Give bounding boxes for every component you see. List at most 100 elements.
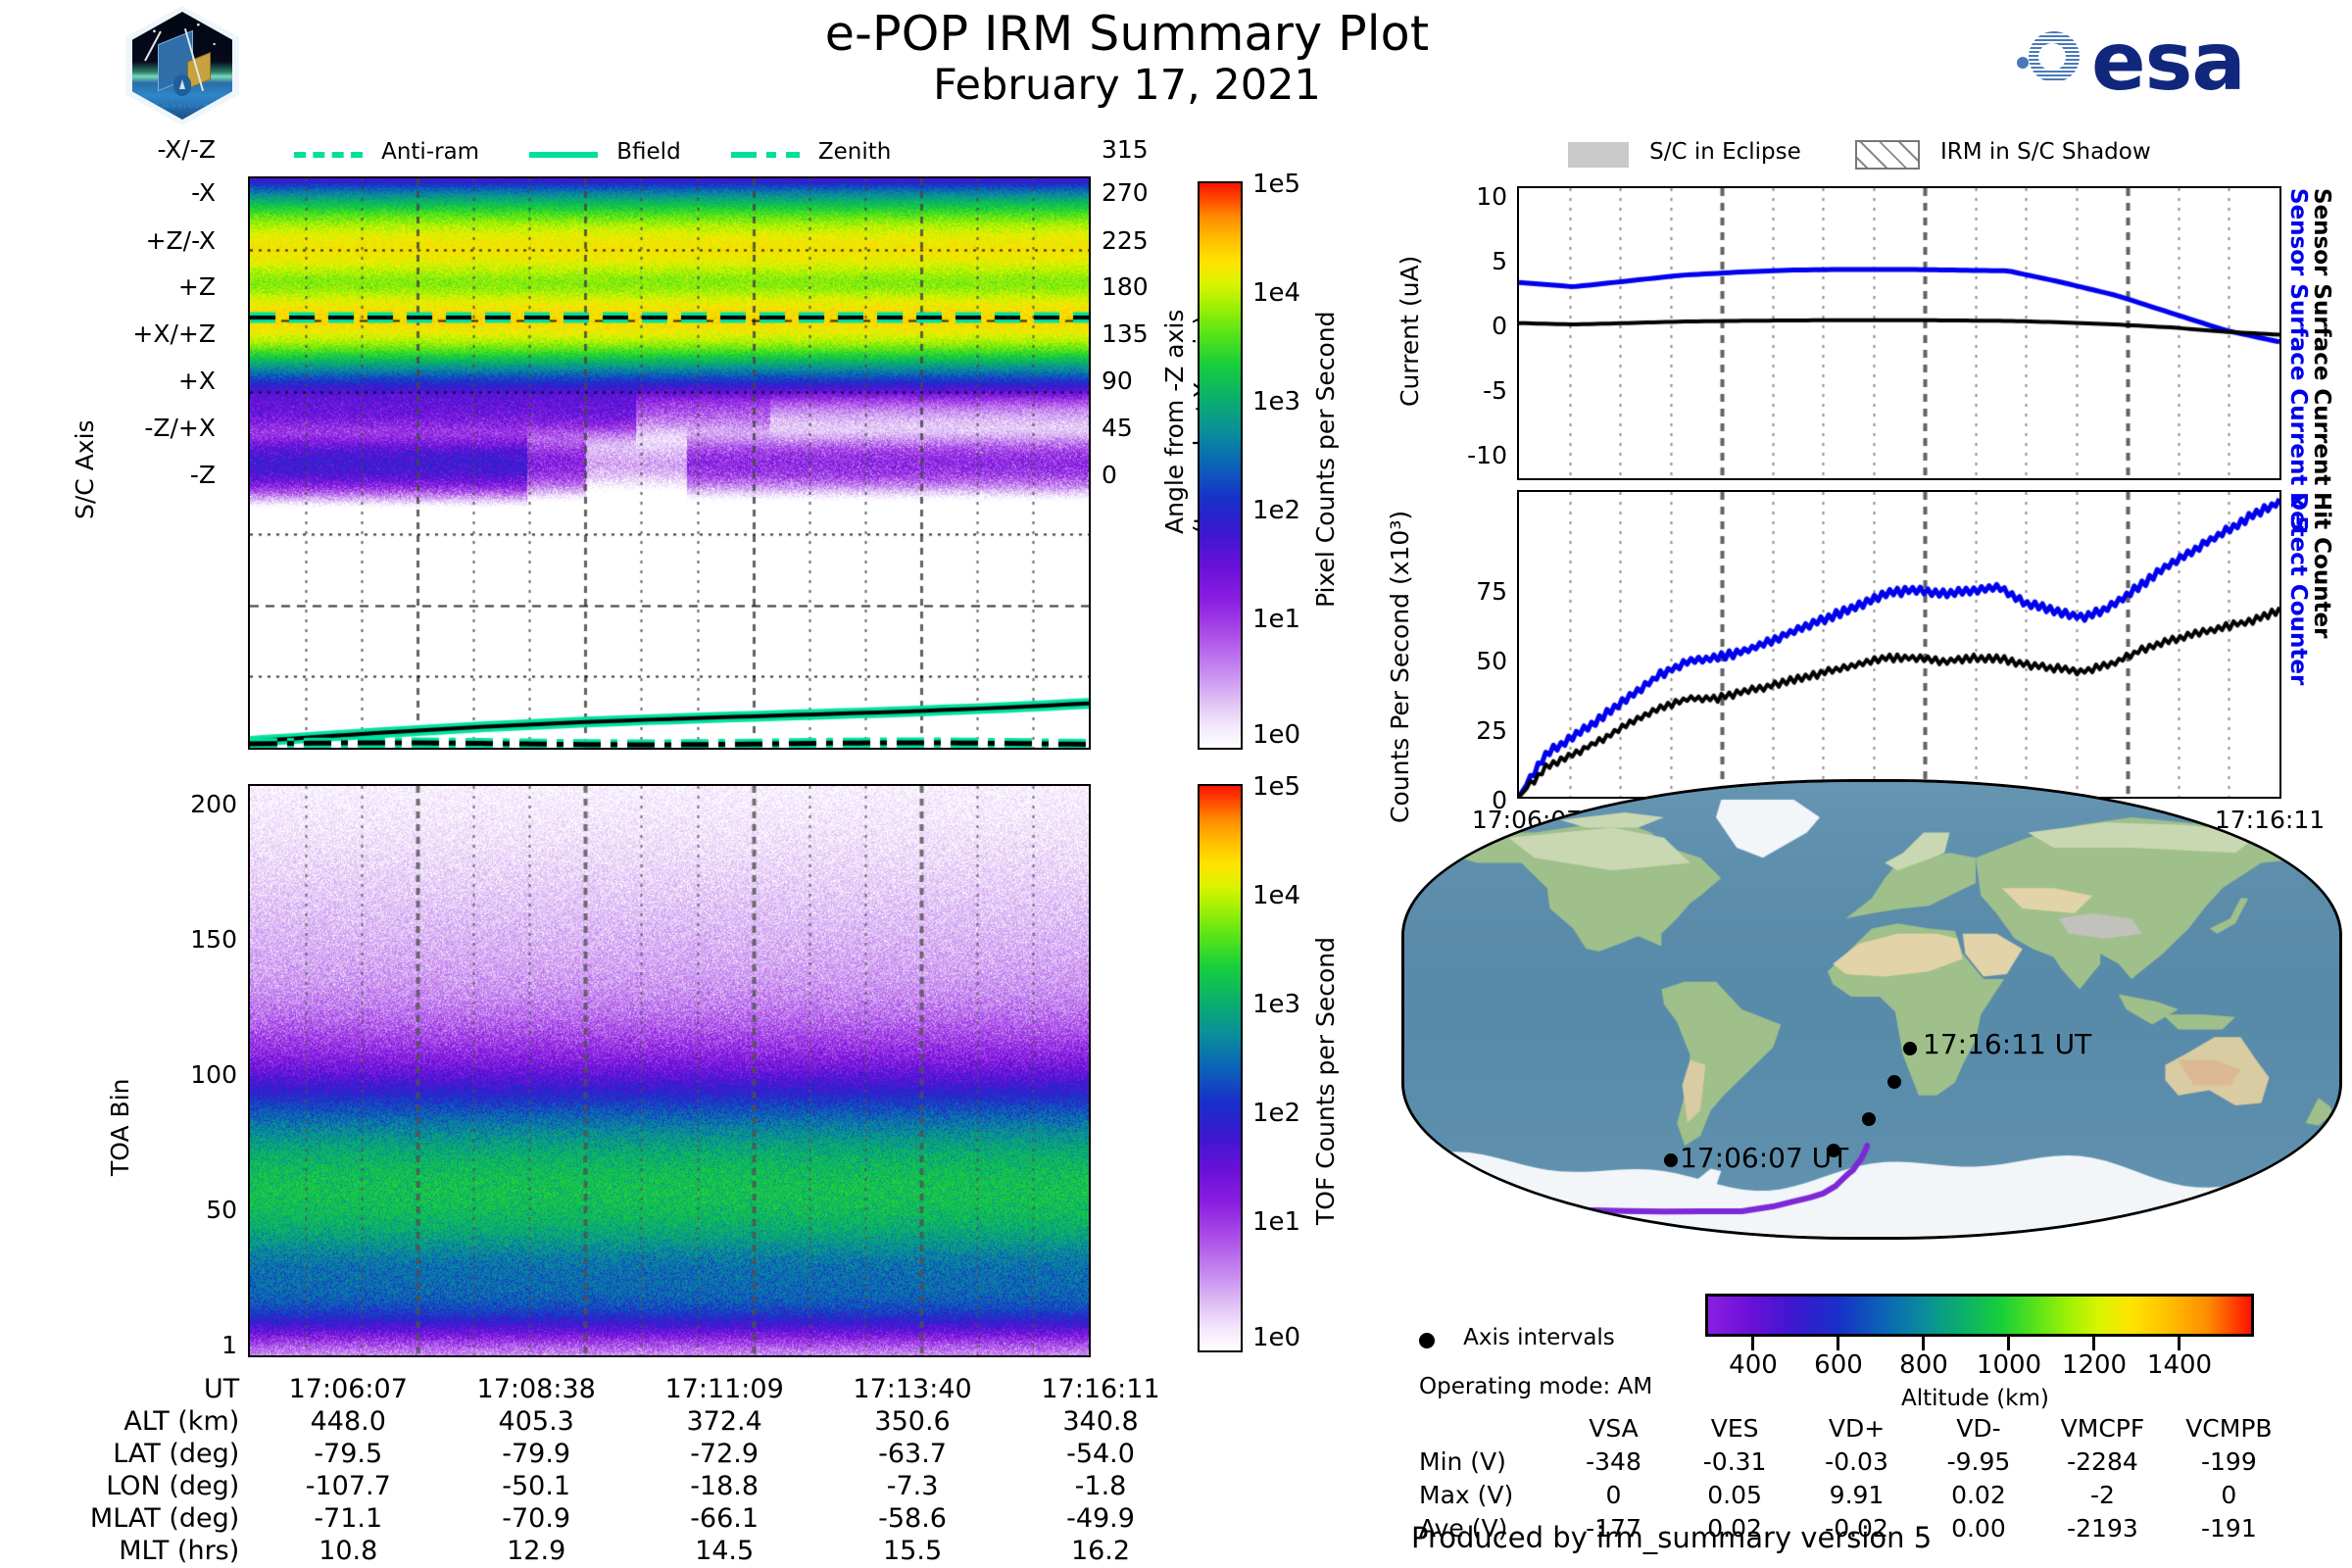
legend-label-anti-ram: Anti-ram <box>381 139 480 165</box>
sc-eclipse-swatch-icon <box>1568 141 1629 168</box>
ephemeris-cell: 372.4 <box>686 1406 762 1437</box>
table-header-row: VSA VES VD+ VD- VMCPF VCMPB <box>1413 1413 2291 1445</box>
orbit-ground-track-map[interactable]: 17:06:07 UT 17:16:11 UT <box>1401 779 2342 1240</box>
ephemeris-cell: -63.7 <box>878 1439 947 1469</box>
ephemeris-cell: 17:11:09 <box>664 1374 784 1404</box>
counts-right-label-blue: Detect Counter <box>2285 492 2311 686</box>
ephemeris-row-label: UT <box>204 1374 240 1404</box>
counts-panel-ylabel: Counts Per Second (x10³) <box>1386 510 1414 823</box>
track-point-3 <box>1862 1112 1876 1126</box>
track-point-start <box>1664 1153 1678 1167</box>
toa-panel-ylabel: TOA Bin <box>106 1078 134 1177</box>
ephemeris-row-label: ALT (km) <box>123 1406 240 1437</box>
current-plot[interactable] <box>1517 186 2281 480</box>
operating-mode-label: Operating mode: AM <box>1419 1374 1653 1399</box>
ephemeris-cell: 340.8 <box>1062 1406 1139 1437</box>
table-row: MLAT (deg) -71.1 -70.9 -66.1 -58.6 -49.9 <box>41 1503 1194 1534</box>
ephemeris-cell: 17:06:07 <box>288 1374 408 1404</box>
ephemeris-cell: 12.9 <box>507 1536 566 1566</box>
anti-ram-line-icon <box>294 151 363 158</box>
current-right-label-blue: Sensor Surface Current x 5 <box>2285 188 2311 532</box>
voltage-column-header: VD+ <box>1828 1414 1886 1443</box>
ephemeris-cell: -49.9 <box>1066 1503 1135 1534</box>
bfield-line-icon <box>529 151 599 158</box>
ephemeris-cell: 350.6 <box>874 1406 951 1437</box>
ephemeris-cell: -50.1 <box>502 1471 571 1501</box>
voltage-cell: -2284 <box>2067 1447 2138 1476</box>
voltage-row-label: Max (V) <box>1419 1481 1514 1509</box>
legend-label-sc-eclipse: S/C in Eclipse <box>1649 139 1801 165</box>
voltage-cell: -348 <box>1586 1447 1642 1476</box>
axes-legend: Anti-ram Bfield Zenith <box>294 139 980 178</box>
voltage-cell: -199 <box>2201 1447 2257 1476</box>
ephemeris-cell: -7.3 <box>886 1471 939 1501</box>
ephemeris-cell: -1.8 <box>1074 1471 1127 1501</box>
shading-legend: S/C in Eclipse IRM in S/C Shadow <box>1568 139 2293 178</box>
table-row: Ave (V) -177 0.02 -0.02 0.00 -2193 -191 <box>1413 1513 2291 1544</box>
voltage-cell: 0.05 <box>1707 1481 1762 1509</box>
cassiope-logo-caption: CASSIOPE <box>155 101 210 111</box>
world-map <box>1401 779 2342 1240</box>
legend-label-zenith: Zenith <box>817 139 892 165</box>
footer-produced-by: Produced by irm_summary version 5 <box>1411 1521 1933 1554</box>
page-title: e-POP IRM Summary Plot <box>824 6 1430 62</box>
ephemeris-cell: -79.9 <box>502 1439 571 1469</box>
counts-right-label-black: Hit Counter <box>2309 492 2334 639</box>
legend-label-irm-shadow: IRM in S/C Shadow <box>1939 139 2151 165</box>
voltage-cell: -2193 <box>2067 1514 2138 1543</box>
ephemeris-row-label: MLAT (deg) <box>89 1503 240 1534</box>
counts-plot[interactable] <box>1517 490 2281 799</box>
ephemeris-cell: 405.3 <box>498 1406 574 1437</box>
voltage-column-header: VES <box>1710 1414 1759 1443</box>
voltage-cell: -191 <box>2201 1514 2257 1543</box>
voltage-cell: -0.31 <box>1702 1447 1767 1476</box>
ephemeris-cell: 448.0 <box>310 1406 386 1437</box>
voltage-row-label: Ave (V) <box>1419 1514 1508 1543</box>
ephemeris-table: UT 17:06:07 17:08:38 17:11:09 17:13:40 17:16:… <box>39 1372 1196 1568</box>
tof-colorbar-label: TOF Counts per Second <box>1311 937 1340 1225</box>
voltage-row-label: Min (V) <box>1419 1447 1506 1476</box>
ephemeris-row-label: MLT (hrs) <box>119 1536 240 1566</box>
ephemeris-row-label: LON (deg) <box>106 1471 240 1501</box>
esa-wordmark: esa <box>2091 16 2246 109</box>
current-panel-ylabel: Current (uA) <box>1396 255 1424 407</box>
table-row: MLT (hrs) 10.8 12.9 14.5 15.5 16.2 <box>41 1536 1194 1566</box>
pixel-counts-colorbar <box>1198 181 1243 750</box>
voltage-column-header: VSA <box>1589 1414 1639 1443</box>
ephemeris-cell: 17:13:40 <box>853 1374 972 1404</box>
ephemeris-cell: -54.0 <box>1066 1439 1135 1469</box>
ephemeris-cell: 14.5 <box>695 1536 755 1566</box>
pixel-panel-ylabel: S/C Axis <box>71 419 99 519</box>
ephemeris-cell: 10.8 <box>318 1536 378 1566</box>
voltage-column-header: VD- <box>1956 1414 2001 1443</box>
track-point-4 <box>1887 1075 1901 1089</box>
voltage-cell: 9.91 <box>1829 1481 1885 1509</box>
axis-intervals-label: Axis intervals <box>1463 1325 1615 1350</box>
esa-logo: esa <box>1997 10 2262 114</box>
ephemeris-cell: 15.5 <box>883 1536 943 1566</box>
voltage-cell: 0.00 <box>1951 1514 2006 1543</box>
voltage-cell: 0 <box>1605 1481 1622 1509</box>
voltage-cell: -0.03 <box>1825 1447 1888 1476</box>
legend-label-bfield: Bfield <box>616 139 681 165</box>
axis-intervals-legend: Axis intervals <box>1419 1325 1615 1350</box>
tof-toa-spectrogram[interactable] <box>248 784 1091 1357</box>
voltage-cell: 0.02 <box>1951 1481 2006 1509</box>
track-end-label: 17:16:11 UT <box>1923 1028 2092 1060</box>
table-row: ALT (km) 448.0 405.3 372.4 350.6 340.8 <box>41 1406 1194 1437</box>
voltage-summary-table: VSA VES VD+ VD- VMCPF VCMPB Min (V) -348 -0.31 -0… <box>1411 1411 2293 1546</box>
voltage-column-header: VCMPB <box>2185 1414 2273 1443</box>
pixel-counts-spectrogram[interactable] <box>248 176 1091 750</box>
voltage-cell: -177 <box>1586 1514 1642 1543</box>
ephemeris-cell: -18.8 <box>690 1471 760 1501</box>
voltage-cell: 0 <box>2221 1481 2237 1509</box>
ephemeris-cell: -66.1 <box>690 1503 760 1534</box>
voltage-cell: -0.02 <box>1825 1514 1888 1543</box>
track-point-end <box>1903 1042 1917 1055</box>
table-row: LAT (deg) -79.5 -79.9 -72.9 -63.7 -54.0 <box>41 1439 1194 1469</box>
ephemeris-cell: -58.6 <box>878 1503 947 1534</box>
cassiope-mission-logo: CASSIOPE <box>125 6 239 125</box>
pixel-colorbar-label: Pixel Counts per Second <box>1311 311 1340 608</box>
table-row: Max (V) 0 0.05 9.91 0.02 -2 0 <box>1413 1480 2291 1511</box>
zenith-line-icon <box>730 151 800 158</box>
